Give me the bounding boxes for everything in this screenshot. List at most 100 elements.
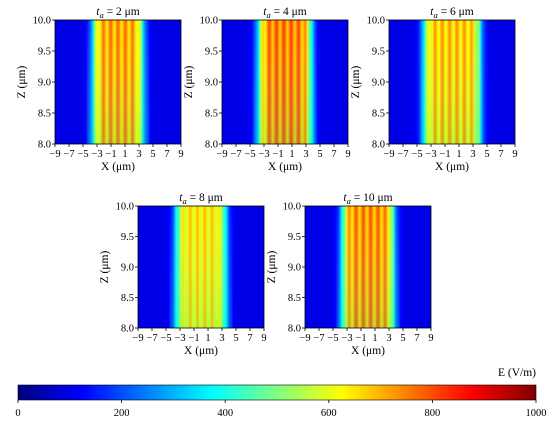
x-tick-label: −7: [230, 149, 241, 160]
x-tick-label: −1: [188, 333, 199, 344]
x-tick-label: 9: [261, 333, 266, 344]
x-tick-label: −9: [299, 333, 310, 344]
x-axis-label: X (μm): [184, 345, 218, 357]
y-tick-label: 9.5: [372, 47, 385, 58]
x-tick-label: 7: [164, 149, 169, 160]
x-tick-label: 9: [428, 333, 433, 344]
y-axis-label: Z (μm): [16, 65, 28, 98]
heatmap-depth-shade: [169, 206, 233, 328]
y-tick-label: 9.5: [38, 47, 51, 58]
x-tick-label: 5: [400, 333, 405, 344]
y-tick-label: 10.0: [116, 202, 134, 213]
y-tick-label: 10.0: [367, 16, 385, 27]
panel-title: ta = 6 μm: [430, 6, 473, 20]
y-tick-label: 8.5: [205, 109, 218, 120]
y-tick-label: 8.5: [288, 293, 301, 304]
x-tick-label: −9: [383, 149, 394, 160]
colorbar: E (V/m) 0 200 400 600 800 1000: [15, 367, 546, 419]
x-tick-label: −9: [49, 149, 60, 160]
heatmap-panel-3: ta = 6 μm −9 −7 −5 −3 −1 1 3 5 7 9 8.0 8.5 9.0 9.5 10.0…: [350, 6, 518, 173]
heatmap-panel-4: ta = 8 μm −9 −7 −5 −3 −1 1 3 5 7 9 8.0 8.5 9.0 9.5 10.0…: [99, 192, 267, 357]
y-tick-label: 8.0: [372, 140, 385, 151]
y-axis-label: Z (μm): [99, 250, 111, 283]
y-tick-label: 9.0: [38, 78, 51, 89]
y-tick-label: 8.0: [288, 324, 301, 335]
y-axis-label: Z (μm): [183, 65, 195, 98]
x-tick-label: 5: [484, 149, 489, 160]
x-tick-label: 9: [345, 149, 350, 160]
panel-title: ta = 4 μm: [263, 6, 306, 20]
y-tick-label: 10.0: [200, 16, 218, 27]
x-tick-label: −5: [77, 149, 88, 160]
y-tick-label: 8.0: [121, 324, 134, 335]
y-tick-label: 9.0: [288, 263, 301, 274]
colorbar-tick-label: 400: [217, 408, 233, 419]
heatmap-panel-5: ta = 10 μm −9 −7 −5 −3 −1 1 3 5 7 9 8.0 8.5 9.0 9.5 10.…: [266, 192, 434, 357]
x-tick-label: 1: [372, 333, 377, 344]
y-tick-label: 9.0: [372, 78, 385, 89]
x-tick-label: 5: [233, 333, 238, 344]
x-axis-label: X (μm): [351, 345, 385, 357]
x-tick-label: 1: [122, 149, 127, 160]
y-tick-label: 8.5: [38, 109, 51, 120]
panel-title: ta = 8 μm: [179, 192, 222, 206]
x-tick-label: −7: [146, 333, 157, 344]
x-tick-label: −7: [63, 149, 74, 160]
x-tick-label: 7: [498, 149, 503, 160]
x-tick-label: −7: [397, 149, 408, 160]
x-tick-label: −5: [160, 333, 171, 344]
y-tick-label: 8.5: [372, 109, 385, 120]
x-tick-label: −9: [216, 149, 227, 160]
y-tick-label: 9.0: [205, 78, 218, 89]
y-tick-label: 8.0: [38, 140, 51, 151]
heatmap-panel-1: ta = 2 μm −9 −7 −5 −3 −1 1 3 5 7 9 8.0 8.5 9.0 9.5 10.0…: [16, 6, 184, 173]
heatmap-depth-shade: [253, 20, 317, 144]
colorbar-tick-label: 600: [321, 408, 337, 419]
colorbar-tick-label: 1000: [526, 408, 547, 419]
x-tick-label: 5: [150, 149, 155, 160]
x-tick-label: −3: [258, 149, 269, 160]
x-tick-label: 1: [205, 333, 210, 344]
x-tick-label: −9: [132, 333, 143, 344]
x-tick-label: 3: [386, 333, 391, 344]
colorbar-gradient: [17, 384, 537, 401]
colorbar-tick-label: 200: [114, 408, 130, 419]
x-tick-label: 9: [512, 149, 517, 160]
x-axis-label: X (μm): [101, 161, 135, 173]
x-tick-label: 1: [289, 149, 294, 160]
panel-title: ta = 2 μm: [96, 6, 139, 20]
x-tick-label: −1: [439, 149, 450, 160]
x-tick-label: 7: [414, 333, 419, 344]
colorbar-tick-label: 800: [425, 408, 441, 419]
x-tick-label: 9: [178, 149, 183, 160]
x-axis-label: X (μm): [435, 161, 469, 173]
x-tick-label: 3: [470, 149, 475, 160]
x-tick-label: 7: [331, 149, 336, 160]
x-tick-label: −3: [341, 333, 352, 344]
y-tick-label: 9.5: [205, 47, 218, 58]
x-tick-label: −1: [272, 149, 283, 160]
x-tick-label: −1: [105, 149, 116, 160]
heatmap-depth-shade: [336, 206, 400, 328]
x-axis-label: X (μm): [268, 161, 302, 173]
y-tick-label: 9.5: [288, 232, 301, 243]
x-tick-label: −3: [425, 149, 436, 160]
x-tick-label: 7: [247, 333, 252, 344]
x-tick-label: 3: [303, 149, 308, 160]
y-tick-label: 8.0: [205, 140, 218, 151]
y-tick-label: 10.0: [283, 202, 301, 213]
x-tick-label: 3: [219, 333, 224, 344]
x-tick-label: 3: [136, 149, 141, 160]
y-axis-label: Z (μm): [266, 250, 278, 283]
x-tick-label: −3: [174, 333, 185, 344]
x-tick-label: −7: [313, 333, 324, 344]
y-tick-label: 10.0: [33, 16, 51, 27]
x-tick-label: 1: [456, 149, 461, 160]
x-tick-label: −5: [327, 333, 338, 344]
x-tick-label: −3: [91, 149, 102, 160]
y-tick-label: 9.0: [121, 263, 134, 274]
panel-title: ta = 10 μm: [343, 192, 392, 206]
colorbar-label: E (V/m): [498, 367, 536, 379]
y-tick-label: 8.5: [121, 293, 134, 304]
